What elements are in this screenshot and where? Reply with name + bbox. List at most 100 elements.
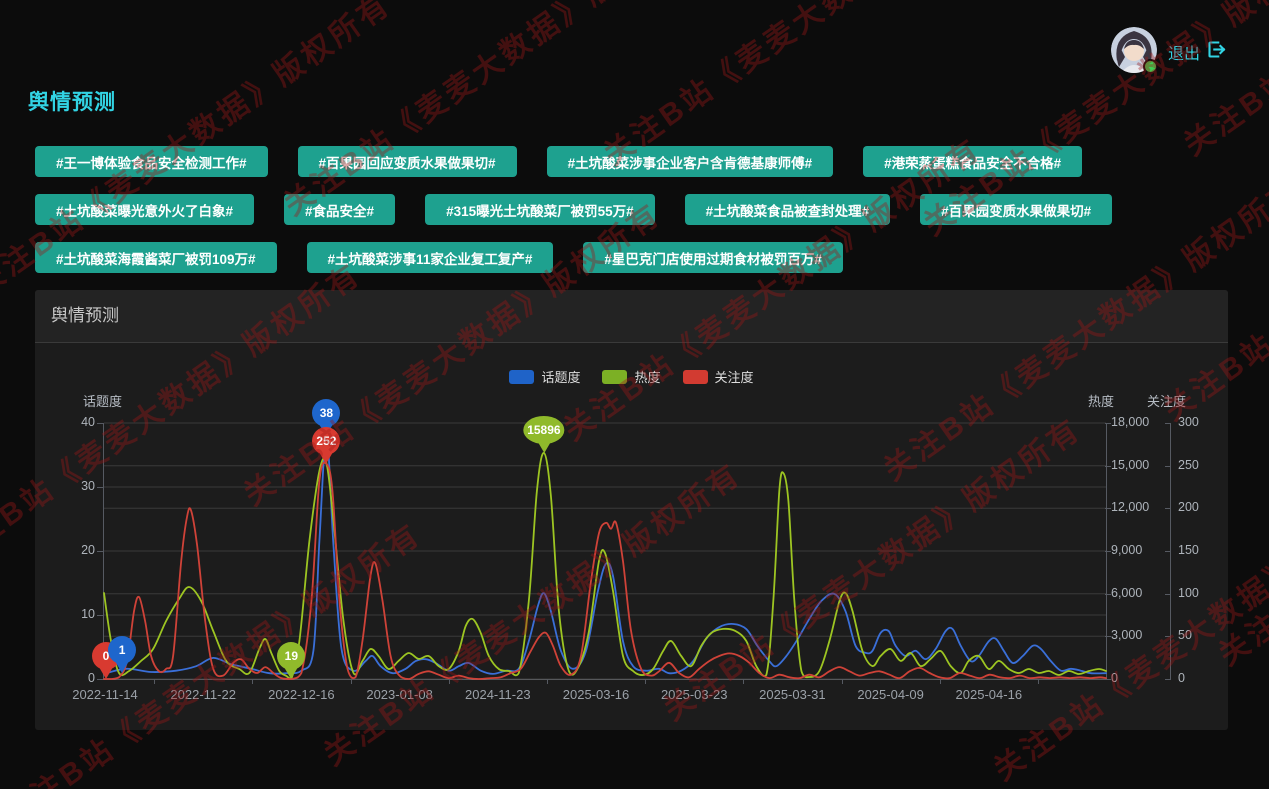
legend-item-topic[interactable]: 话题度 [509,367,580,386]
y-axis-tick-heat: 9,000 [1111,543,1143,557]
y-axis-tickmark [1105,593,1111,595]
topic-tag-button[interactable]: #315曝光土坑酸菜厂被罚55万# [425,194,655,225]
x-axis-date-label: 2022-11-14 [72,687,138,702]
topic-tag-button[interactable]: #土坑酸菜涉事11家企业复工复产# [306,242,554,273]
line-chart-plot[interactable]: 0 1 19 38 252 15896 [92,398,1107,680]
x-axis-date-label: 2025-03-31 [759,687,826,702]
tag-row-2: #土坑酸菜曝光意外火了白象# #食品安全# #315曝光土坑酸菜厂被罚55万# … [35,194,1113,225]
topic-tag-button[interactable]: #土坑酸菜曝光意外火了白象# [35,194,255,225]
chart-marker-pin: 15896 [523,415,565,453]
topic-tag-button[interactable]: #土坑酸菜海霞酱菜厂被罚109万# [35,242,277,273]
y-axis-tickmark [1165,636,1171,638]
x-axis-tickmark [841,679,843,684]
x-axis-tickmark [448,679,450,684]
y-axis-name-heat: 热度 [1088,394,1115,409]
x-axis-date-label: 2025-04-09 [857,687,924,702]
y-axis-tickmark [1105,508,1111,510]
avatar[interactable] [1111,27,1158,74]
y-axis-tickmark [1165,508,1171,510]
y-axis-tick-attention: 150 [1178,543,1199,557]
x-axis-tickmark [546,679,548,684]
y-axis-tick-topic: 0 [88,671,95,685]
y-axis-tick-heat: 15,000 [1111,457,1150,472]
topic-tag-button[interactable]: #土坑酸菜涉事企业客户含肯德基康师傅# [546,146,834,177]
y-axis-tickmark [1165,679,1171,680]
y-axis-tick-attention: 200 [1178,500,1199,515]
topic-tag-button[interactable]: #百果园回应变质水果做果切# [297,146,517,177]
x-axis-date-label: 2025-03-16 [562,687,630,702]
y-axis-tick-heat: 6,000 [1111,585,1143,600]
y-axis-tickmark [97,615,103,616]
watermark-text: 关注B站《麦麦大数据》版权所有 [1177,0,1269,163]
y-axis-tickmark [1165,465,1171,467]
x-axis-tickmark [743,679,745,684]
y-axis-tickmark [1105,636,1111,638]
y-axis-name-attention: 关注度 [1147,394,1187,409]
x-axis-date-label: 2023-01-08 [366,687,433,702]
topic-tag-button[interactable]: #食品安全# [284,194,396,225]
y-axis-tickmark [1105,465,1111,467]
topic-tag-button[interactable]: #百果园变质水果做果切# [920,194,1113,225]
y-axis-tick-heat: 12,000 [1111,500,1150,515]
legend-label: 热度 [634,370,661,385]
legend-label: 话题度 [541,370,581,385]
y-axis-tick-heat: 18,000 [1111,415,1150,429]
chart-marker-pin: 19 [277,641,306,679]
online-status-dot [1143,59,1158,74]
y-axis-tick-attention: 50 [1178,628,1192,643]
topic-tag-button[interactable]: #星巴克门店使用过期食材被罚百万# [583,242,843,273]
topic-tag-button[interactable]: #土坑酸菜食品被查封处理# [684,194,891,225]
topic-tag-button[interactable]: #王一博体验食品安全检测工作# [35,146,268,177]
y-axis-tick-topic: 10 [81,607,95,621]
y-axis-tick-attention: 100 [1178,585,1199,600]
y-axis-tick-topic: 40 [81,415,95,429]
hot-topic-tags: #王一博体验食品安全检测工作# #百果园回应变质水果做果切# #土坑酸菜涉事企业… [35,146,1113,273]
y-axis-tickmark [97,487,103,488]
x-axis-tickmark [645,679,647,684]
x-axis-date-label: 2024-11-23 [465,687,531,702]
x-axis-tickmark [350,679,352,684]
topic-tag-button[interactable]: #港荣蒸蛋糕食品安全不合格# [863,146,1083,177]
x-axis-date-label: 2025-04-16 [955,687,1023,702]
y-axis-tick-heat: 0 [1111,671,1118,685]
x-axis-tickmark [1037,679,1039,684]
y-axis-name-topic: 话题度 [83,394,123,409]
y-axis-tickmark [1165,593,1171,595]
x-axis-tickmark [939,679,941,684]
x-axis-date-label: 2022-11-22 [170,687,236,702]
y-axis-tick-attention: 250 [1178,457,1199,472]
legend-swatch-green [602,369,628,384]
y-axis-tickmark [1165,551,1171,552]
y-axis-tick-heat: 3,000 [1111,628,1143,643]
x-axis-tickmark [154,679,156,684]
logout-icon[interactable] [1206,39,1227,60]
x-axis-date-label: 2022-12-16 [268,687,335,702]
chart-area: 话题度 热度 关注度 话题度 热度 关注度 0 1 19 38 252 15896 0 10… [35,343,1228,730]
legend-swatch-red [682,369,708,384]
chart-marker-pin: 252 [312,426,341,464]
y-axis-tickmark [1165,423,1171,424]
chart-canvas [103,422,1107,680]
legend-item-heat[interactable]: 热度 [602,367,661,386]
tag-row-1: #王一博体验食品安全检测工作# #百果园回应变质水果做果切# #土坑酸菜涉事企业… [35,146,1112,177]
logout-button[interactable]: 退出 [1168,46,1201,63]
legend-item-attention[interactable]: 关注度 [682,367,754,386]
chart-legend: 话题度 热度 关注度 [35,367,1228,386]
y-axis-tickmark [97,423,103,424]
y-axis-tickmark [1105,551,1111,552]
panel-title: 舆情预测 [35,290,1228,343]
y-axis-tickmark [97,551,103,552]
tag-row-3: #土坑酸菜海霞酱菜厂被罚109万# #土坑酸菜涉事11家企业复工复产# #星巴克… [35,242,1112,273]
x-axis-date-label: 2025-03-23 [660,687,728,702]
chart-marker-pin: 1 [108,635,137,673]
x-axis-tickmark [252,679,254,684]
forecast-panel: 舆情预测 话题度 热度 关注度 话题度 热度 关注度 [35,290,1228,730]
y-axis-tick-attention: 300 [1178,415,1199,429]
avatar-image [1111,27,1157,73]
legend-label: 关注度 [714,370,754,385]
y-axis-tickmark [1105,679,1111,680]
legend-swatch-blue [509,369,535,384]
y-axis-tick-topic: 20 [81,543,95,557]
page-title: 舆情预测 [28,91,116,114]
